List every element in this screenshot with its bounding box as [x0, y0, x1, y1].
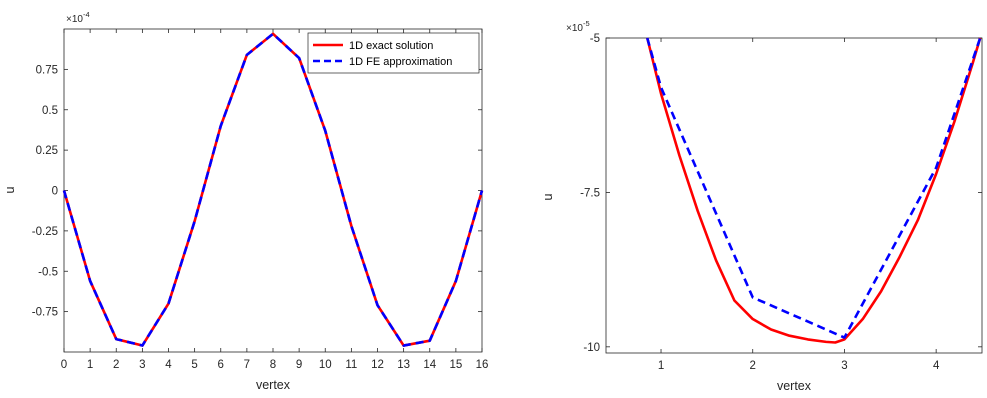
x-tick-label-left: 14 [423, 359, 436, 371]
x-tick-label-left: 13 [397, 359, 410, 371]
y-tick-label-right: -5 [590, 33, 600, 45]
plot-area-right [605, 37, 983, 354]
x-tick-label-left: 9 [296, 359, 302, 371]
x-tick-label-left: 4 [165, 359, 172, 371]
x-tick-label-left: 10 [319, 359, 332, 371]
y-tick-label-right: -10 [583, 342, 600, 354]
y-tick-label-right: -7.5 [580, 187, 600, 199]
x-tick-label-left: 11 [345, 359, 357, 371]
y-tick-label-left: 0.5 [42, 105, 58, 117]
y-tick-label-left: 0.25 [36, 145, 58, 157]
exact-solution-line-right [646, 37, 982, 344]
x-tick-label-left: 15 [449, 359, 462, 371]
chart-left: 0 1 2 3 4 5 6 7 8 9 10 11 12 13 14 15 16 -0.75-0.5-0.250… [3, 10, 488, 392]
x-tick-label-left: 1 [87, 359, 93, 371]
y-tick-label-left: -0.25 [32, 226, 58, 238]
y-multiplier-left: ×10-4 [66, 10, 90, 25]
x-axis-right: 1 2 3 4 [658, 38, 940, 372]
x-axis-label-left: vertex [256, 378, 291, 392]
y-tick-label-left: 0.75 [36, 64, 58, 76]
y-tick-label-left: 0 [52, 186, 58, 198]
x-tick-label-right: 4 [933, 360, 940, 372]
x-tick-label-left: 0 [61, 359, 67, 371]
chart-right: 1 2 3 4 -10 -7.5 -5 ×10-5 vertex u [541, 19, 983, 393]
x-tick-label-left: 16 [476, 359, 489, 371]
x-tick-label-left: 8 [270, 359, 276, 371]
fe-approximation-line-left [62, 32, 484, 347]
x-tick-label-left: 2 [113, 359, 119, 371]
plot-area-left [63, 28, 483, 353]
y-axis-label-right: u [541, 193, 555, 200]
y-axis-right: -10 -7.5 -5 [580, 33, 982, 354]
x-tick-label-left: 5 [191, 359, 197, 371]
y-axis-left: -0.75 -0.5 -0.25 0 0.25 0.5 0.75 [32, 64, 482, 319]
x-axis-left: 0 1 2 3 4 5 6 7 8 9 10 11 12 13 14 15 16 [61, 29, 489, 371]
x-tick-label-right: 1 [658, 360, 664, 372]
x-tick-label-left: 12 [371, 359, 384, 371]
legend-label-exact: 1D exact solution [349, 40, 433, 52]
legend-box [307, 32, 480, 74]
x-tick-label-right: 2 [750, 360, 756, 372]
y-tick-label-left: -0.75 [32, 307, 58, 319]
series-group-right [646, 37, 982, 344]
x-tick-label-left: 6 [218, 359, 224, 371]
x-tick-label-right: 3 [841, 360, 847, 372]
legend-label-fe: 1D FE approximation [349, 56, 452, 68]
y-tick-label-left: -0.5 [38, 266, 58, 278]
legend: 1D exact solution 1D FE approximation [307, 32, 480, 74]
y-axis-label-left: u [3, 186, 17, 193]
fe-approximation-line-right [646, 37, 982, 339]
y-multiplier-right: ×10-5 [566, 19, 590, 34]
x-tick-label-left: 7 [244, 359, 250, 371]
x-tick-label-left: 3 [139, 359, 145, 371]
series-group-left [62, 32, 484, 347]
x-axis-label-right: vertex [777, 379, 812, 393]
